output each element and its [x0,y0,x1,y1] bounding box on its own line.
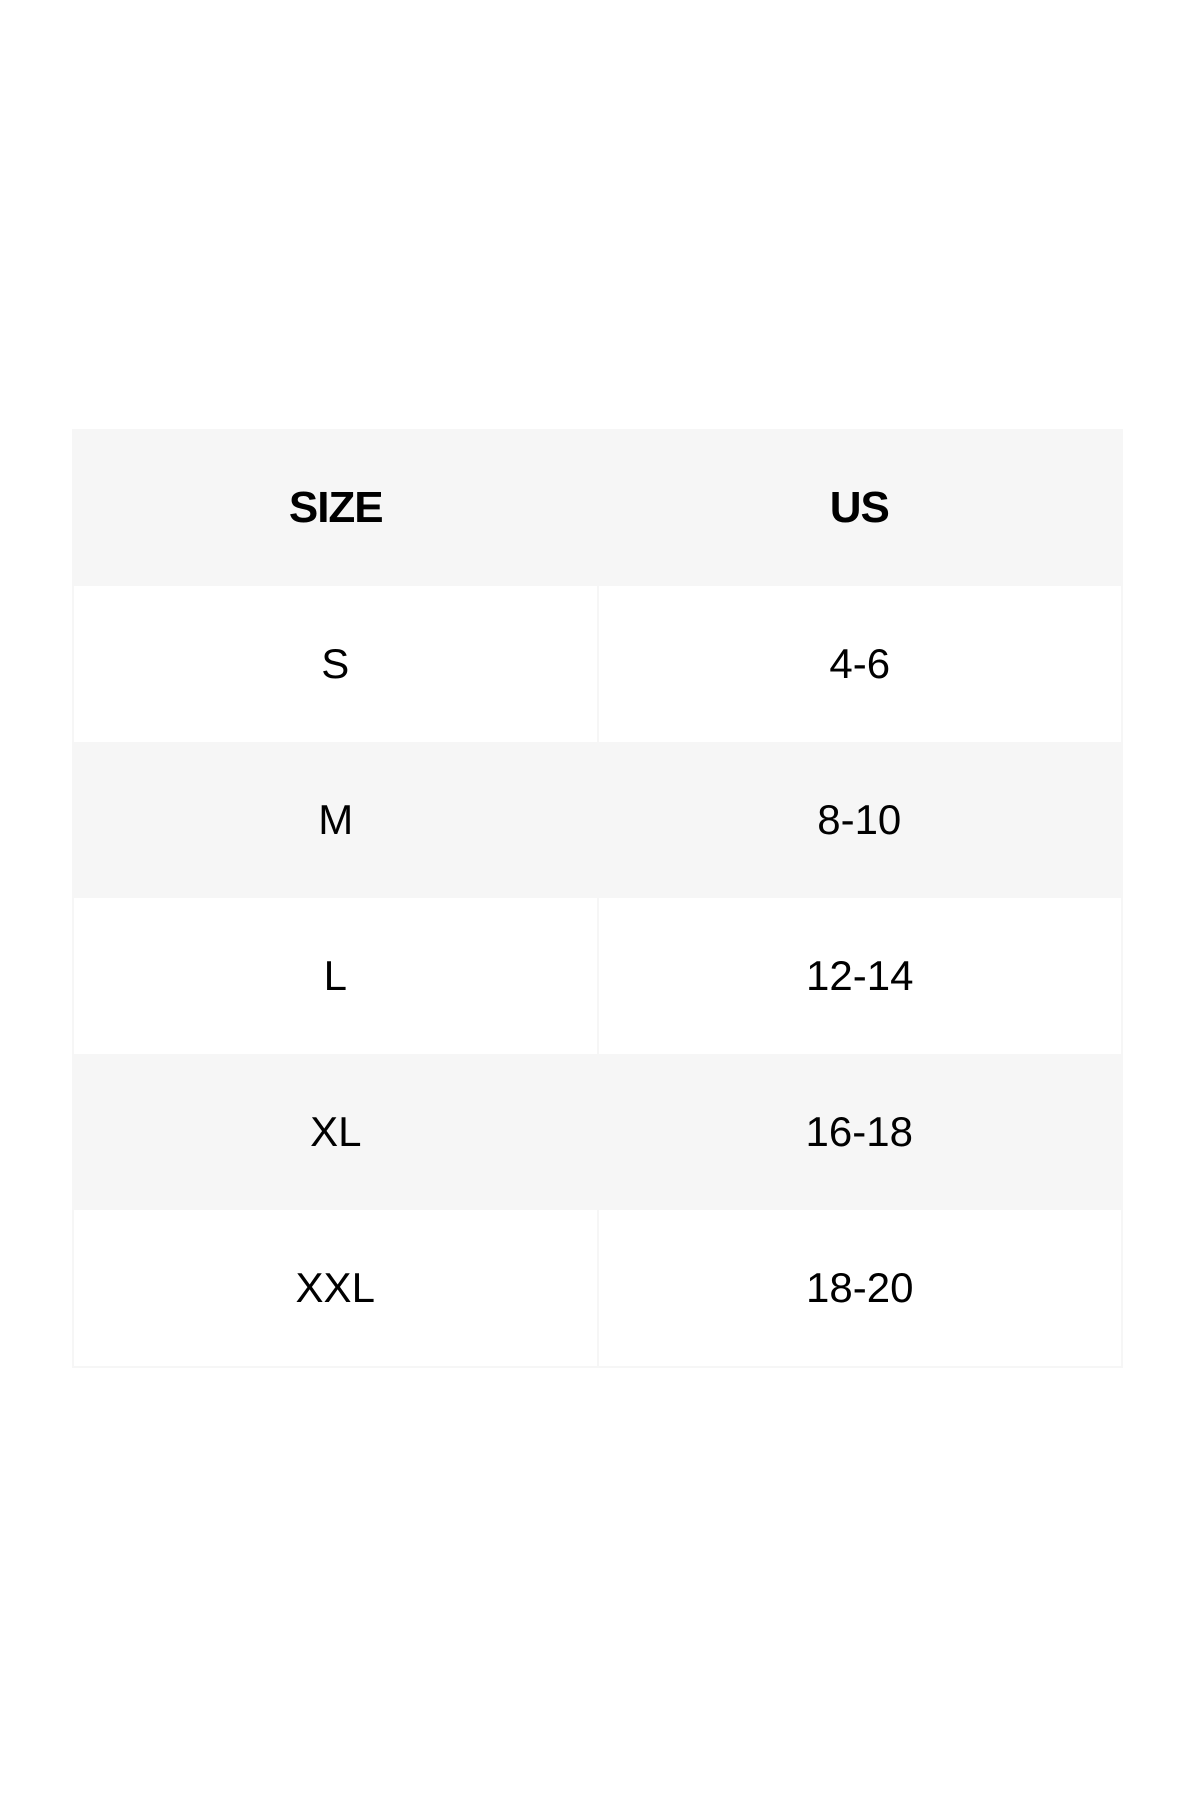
table-row: L 12-14 [74,898,1121,1054]
size-cell: S [74,586,597,742]
table-row: M 8-10 [74,742,1121,898]
us-cell: 4-6 [598,586,1121,742]
us-cell: 12-14 [598,898,1121,1054]
size-cell: M [74,742,598,898]
header-size: SIZE [288,482,384,532]
size-chart-table: SIZE US S 4-6 M 8-10 L 12-14 XL 16-18 XX… [72,429,1123,1368]
us-cell: 18-20 [598,1210,1121,1366]
us-cell: 16-18 [597,1054,1121,1210]
size-cell: L [74,898,597,1054]
us-cell: 8-10 [597,742,1121,898]
table-header-row: SIZE US [74,429,1121,586]
table-row: XXL 18-20 [74,1210,1121,1366]
size-cell: XL [74,1054,598,1210]
table-row: XL 16-18 [74,1054,1121,1210]
table-row: S 4-6 [74,586,1121,742]
size-cell: XXL [74,1210,597,1366]
header-us: US [829,482,890,532]
